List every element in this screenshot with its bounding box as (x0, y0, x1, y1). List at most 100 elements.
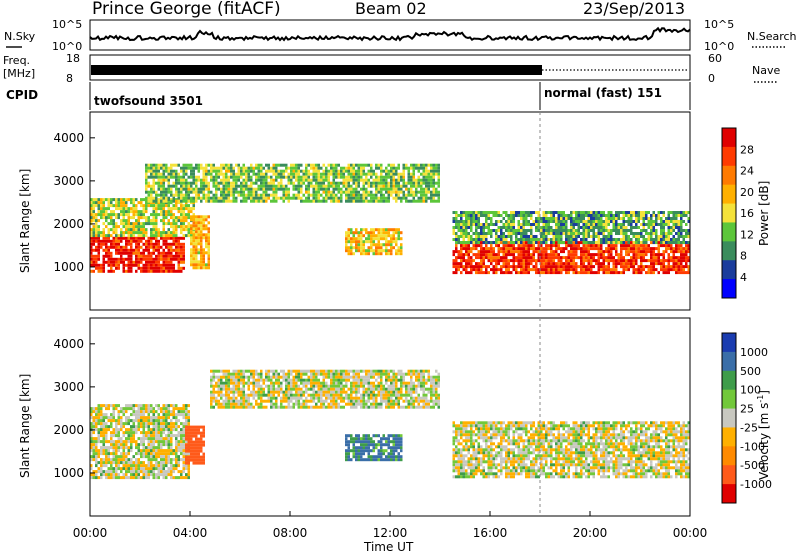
power-cell (595, 214, 598, 217)
power-cell (300, 178, 303, 182)
power-cell (637, 214, 640, 217)
power-cell (177, 248, 180, 252)
power-cell (672, 229, 675, 232)
velocity-cell (90, 464, 93, 468)
velocity-cell (130, 419, 133, 423)
power-cell (635, 241, 638, 244)
power-cell (622, 247, 625, 251)
power-cell (675, 262, 678, 266)
power-cell (385, 181, 388, 185)
velocity-cell (150, 467, 153, 471)
power-cell (90, 198, 93, 202)
velocity-cell (175, 458, 178, 462)
power-cell (192, 221, 195, 225)
power-cell (222, 175, 225, 179)
power-cell (402, 175, 405, 179)
power-cell (350, 196, 353, 200)
power-cell (300, 163, 303, 167)
power-cell (107, 228, 110, 232)
power-cell (97, 263, 100, 267)
velocity-cell (110, 404, 113, 408)
power-cell (467, 235, 470, 238)
power-cell (232, 187, 235, 191)
power-cell (537, 271, 540, 275)
power-cell (602, 262, 605, 266)
power-cell (532, 247, 535, 251)
power-cell (662, 262, 665, 266)
power-cell (205, 266, 208, 270)
power-cell (630, 241, 633, 245)
velocity-cell (135, 473, 138, 477)
power-cell (582, 226, 585, 229)
velocity-cell (107, 473, 110, 477)
power-cell (480, 241, 483, 245)
power-cell (177, 199, 180, 203)
power-cell (380, 181, 383, 185)
velocity-cell (117, 461, 120, 465)
power-cell (502, 256, 505, 260)
velocity-cell (112, 452, 115, 456)
velocity-cell (100, 464, 103, 468)
power-cell (512, 214, 515, 217)
power-cell (555, 238, 558, 241)
power-cell (477, 217, 480, 220)
power-cell (380, 178, 383, 182)
power-cell (117, 234, 120, 238)
velocity-cell (132, 413, 135, 417)
power-cell (480, 250, 483, 254)
power-cell (195, 181, 198, 185)
velocity-cell (125, 467, 128, 471)
power-cell (370, 184, 373, 188)
power-cell (147, 190, 150, 194)
velocity-cell (100, 413, 103, 417)
power-cell (350, 187, 353, 191)
power-cell (252, 172, 255, 176)
cpid-mode-2: normal (fast) 151 (544, 86, 662, 100)
power-cell (600, 256, 603, 260)
power-cell (375, 181, 378, 185)
power-cell (317, 193, 320, 197)
power-cell (557, 211, 560, 214)
power-cell (575, 220, 578, 223)
power-cell (360, 252, 363, 256)
velocity-cell (167, 455, 170, 459)
velocity-cell (142, 422, 145, 426)
power-cell (467, 244, 470, 248)
velocity-cell (165, 461, 168, 465)
power-cell (650, 214, 653, 217)
power-cell (347, 228, 350, 232)
power-cell (380, 228, 383, 232)
power-cell (297, 184, 300, 188)
power-cell (482, 223, 485, 226)
power-cell (162, 172, 165, 176)
power-cell (122, 216, 125, 220)
power-cell (425, 199, 428, 203)
power-cell (207, 169, 210, 173)
power-cell (102, 254, 105, 258)
power-cell (455, 256, 458, 260)
power-cell (530, 244, 533, 248)
power-cell (540, 226, 543, 229)
velocity-cell (127, 446, 130, 450)
power-cell (135, 219, 138, 223)
power-cell (165, 196, 168, 200)
power-cell (280, 196, 283, 200)
power-cell (477, 220, 480, 223)
power-cell (660, 235, 663, 238)
power-cell (347, 175, 350, 179)
power-cell (467, 259, 470, 263)
power-cell (675, 241, 678, 244)
power-cell (460, 265, 463, 269)
power-cell (550, 262, 553, 266)
power-cell (172, 184, 175, 188)
power-cell (192, 263, 195, 267)
power-cell (167, 266, 170, 270)
power-cell (410, 187, 413, 191)
velocity-cell (107, 428, 110, 432)
power-cell (465, 247, 468, 251)
power-cell (552, 265, 555, 269)
power-cell (92, 260, 95, 264)
power-cell (340, 181, 343, 185)
power-cell (410, 163, 413, 167)
power-cell (157, 242, 160, 246)
